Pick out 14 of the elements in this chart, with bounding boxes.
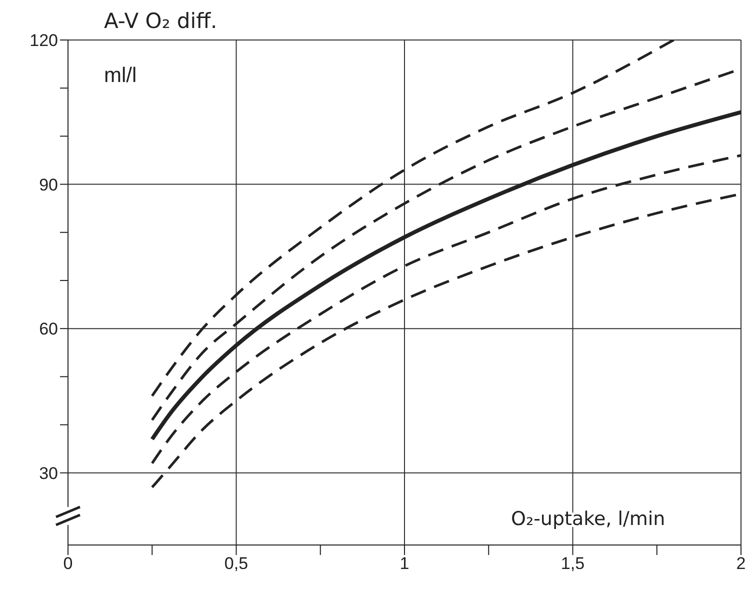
x-tick-label: 0 [63, 554, 73, 574]
x-tick-label: 1 [400, 554, 410, 574]
y-tick-label: 120 [30, 31, 58, 50]
y-tick-label: 60 [39, 320, 58, 339]
y-tick-label: 90 [39, 175, 58, 194]
x-tick-label: 1,5 [560, 554, 585, 574]
line-series [150, 40, 675, 398]
line-series [150, 110, 741, 442]
x-tick-label: 2 [736, 554, 746, 574]
line-series [150, 154, 741, 465]
y-axis-title: A-V O₂ diff. [104, 9, 218, 33]
annotation: ml/l [104, 64, 137, 87]
x-tick-label: 0,5 [224, 554, 248, 574]
y-tick-label: 30 [39, 464, 58, 483]
